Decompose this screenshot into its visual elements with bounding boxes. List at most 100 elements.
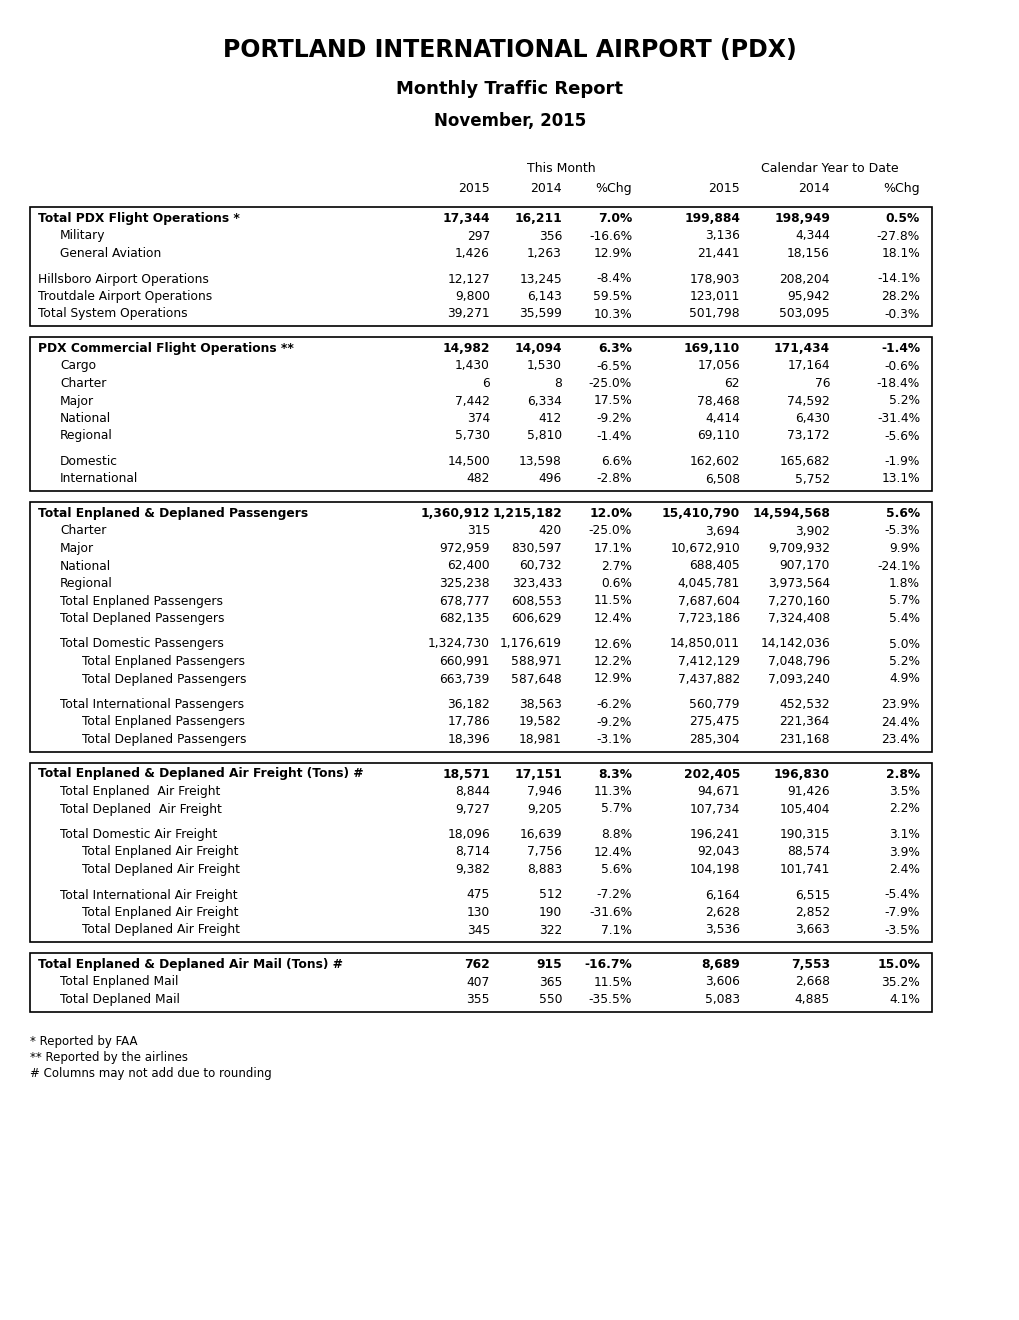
- Bar: [30, 502, 931, 751]
- Text: 62: 62: [723, 378, 739, 389]
- Text: -1.4%: -1.4%: [880, 342, 919, 355]
- Text: -2.8%: -2.8%: [596, 473, 632, 486]
- Bar: [30, 337, 931, 491]
- Text: 355: 355: [466, 993, 489, 1006]
- Text: 18,096: 18,096: [446, 828, 489, 841]
- Text: -35.5%: -35.5%: [588, 993, 632, 1006]
- Text: 5,810: 5,810: [527, 429, 561, 442]
- Text: -9.2%: -9.2%: [596, 715, 632, 729]
- Text: Total Deplaned Passengers: Total Deplaned Passengers: [82, 672, 247, 685]
- Text: 62,400: 62,400: [447, 560, 489, 573]
- Text: 12.2%: 12.2%: [593, 655, 632, 668]
- Text: -8.4%: -8.4%: [596, 272, 632, 285]
- Text: Total Deplaned Air Freight: Total Deplaned Air Freight: [82, 863, 239, 876]
- Text: 2,628: 2,628: [704, 906, 739, 919]
- Text: 915: 915: [536, 958, 561, 972]
- Text: Total Enplaned & Deplaned Air Freight (Tons) #: Total Enplaned & Deplaned Air Freight (T…: [38, 767, 363, 780]
- Text: 7,687,604: 7,687,604: [678, 594, 739, 607]
- Text: 12.9%: 12.9%: [593, 672, 632, 685]
- Text: Domestic: Domestic: [60, 455, 118, 469]
- Text: 12.0%: 12.0%: [589, 507, 632, 520]
- Text: 11.5%: 11.5%: [593, 975, 632, 989]
- Text: -25.0%: -25.0%: [588, 378, 632, 389]
- Text: -9.2%: -9.2%: [596, 412, 632, 425]
- Text: 560,779: 560,779: [689, 698, 739, 711]
- Text: 1,530: 1,530: [527, 359, 561, 372]
- Text: 5.2%: 5.2%: [889, 655, 919, 668]
- Text: 4.1%: 4.1%: [889, 993, 919, 1006]
- Text: 12.6%: 12.6%: [593, 638, 632, 651]
- Text: 503,095: 503,095: [779, 308, 829, 321]
- Text: 682,135: 682,135: [439, 612, 489, 624]
- Text: 8,714: 8,714: [454, 846, 489, 858]
- Text: 2015: 2015: [458, 182, 489, 195]
- Text: 14,594,568: 14,594,568: [751, 507, 829, 520]
- Text: 7,442: 7,442: [454, 395, 489, 408]
- Text: National: National: [60, 412, 111, 425]
- Text: 36,182: 36,182: [446, 698, 489, 711]
- Text: 91,426: 91,426: [787, 785, 829, 799]
- Text: 1.8%: 1.8%: [889, 577, 919, 590]
- Text: 17.1%: 17.1%: [593, 543, 632, 554]
- Text: Total International Passengers: Total International Passengers: [60, 698, 244, 711]
- Text: 8.8%: 8.8%: [600, 828, 632, 841]
- Text: 3,136: 3,136: [704, 230, 739, 243]
- Text: 830,597: 830,597: [511, 543, 561, 554]
- Text: -1.9%: -1.9%: [883, 455, 919, 469]
- Text: Total Enplaned Passengers: Total Enplaned Passengers: [82, 655, 245, 668]
- Text: Cargo: Cargo: [60, 359, 96, 372]
- Text: 3.1%: 3.1%: [889, 828, 919, 841]
- Text: -27.8%: -27.8%: [876, 230, 919, 243]
- Text: Major: Major: [60, 395, 94, 408]
- Text: Troutdale Airport Operations: Troutdale Airport Operations: [38, 290, 212, 304]
- Text: 78,468: 78,468: [696, 395, 739, 408]
- Text: 11.5%: 11.5%: [593, 594, 632, 607]
- Text: November, 2015: November, 2015: [433, 112, 586, 129]
- Text: 3,973,564: 3,973,564: [767, 577, 829, 590]
- Text: 5.6%: 5.6%: [600, 863, 632, 876]
- Text: 275,475: 275,475: [689, 715, 739, 729]
- Text: 8,883: 8,883: [526, 863, 561, 876]
- Text: 7,946: 7,946: [527, 785, 561, 799]
- Text: 7,412,129: 7,412,129: [678, 655, 739, 668]
- Text: 660,991: 660,991: [439, 655, 489, 668]
- Text: 95,942: 95,942: [787, 290, 829, 304]
- Text: Military: Military: [60, 230, 105, 243]
- Text: 35,599: 35,599: [519, 308, 561, 321]
- Text: 17,164: 17,164: [787, 359, 829, 372]
- Text: 14,094: 14,094: [514, 342, 561, 355]
- Text: 12.4%: 12.4%: [593, 612, 632, 624]
- Text: Total Enplaned Passengers: Total Enplaned Passengers: [60, 594, 223, 607]
- Text: 2.4%: 2.4%: [889, 863, 919, 876]
- Text: 5.2%: 5.2%: [889, 395, 919, 408]
- Text: 678,777: 678,777: [439, 594, 489, 607]
- Text: Total Enplaned Passengers: Total Enplaned Passengers: [82, 715, 245, 729]
- Text: 452,532: 452,532: [779, 698, 829, 711]
- Text: -1.4%: -1.4%: [596, 429, 632, 442]
- Text: 8: 8: [553, 378, 561, 389]
- Text: 88,574: 88,574: [787, 846, 829, 858]
- Text: 18,396: 18,396: [446, 733, 489, 746]
- Text: -7.2%: -7.2%: [596, 888, 632, 902]
- Text: Total Deplaned Mail: Total Deplaned Mail: [60, 993, 179, 1006]
- Text: 7,437,882: 7,437,882: [677, 672, 739, 685]
- Text: 285,304: 285,304: [689, 733, 739, 746]
- Text: 6,515: 6,515: [794, 888, 829, 902]
- Text: Total PDX Flight Operations *: Total PDX Flight Operations *: [38, 213, 239, 224]
- Text: PDX Commercial Flight Operations **: PDX Commercial Flight Operations **: [38, 342, 293, 355]
- Text: 14,142,036: 14,142,036: [759, 638, 829, 651]
- Text: 74,592: 74,592: [787, 395, 829, 408]
- Text: Total Enplaned & Deplaned Air Mail (Tons) #: Total Enplaned & Deplaned Air Mail (Tons…: [38, 958, 342, 972]
- Text: 1,263: 1,263: [527, 247, 561, 260]
- Text: 9,727: 9,727: [454, 803, 489, 816]
- Text: -6.5%: -6.5%: [596, 359, 632, 372]
- Text: 10.3%: 10.3%: [593, 308, 632, 321]
- Text: International: International: [60, 473, 139, 486]
- Text: 202,405: 202,405: [683, 767, 739, 780]
- Text: -3.1%: -3.1%: [596, 733, 632, 746]
- Text: 5,752: 5,752: [794, 473, 829, 486]
- Text: 606,629: 606,629: [512, 612, 561, 624]
- Text: 8,689: 8,689: [701, 958, 739, 972]
- Text: 15,410,790: 15,410,790: [661, 507, 739, 520]
- Text: 8.3%: 8.3%: [597, 767, 632, 780]
